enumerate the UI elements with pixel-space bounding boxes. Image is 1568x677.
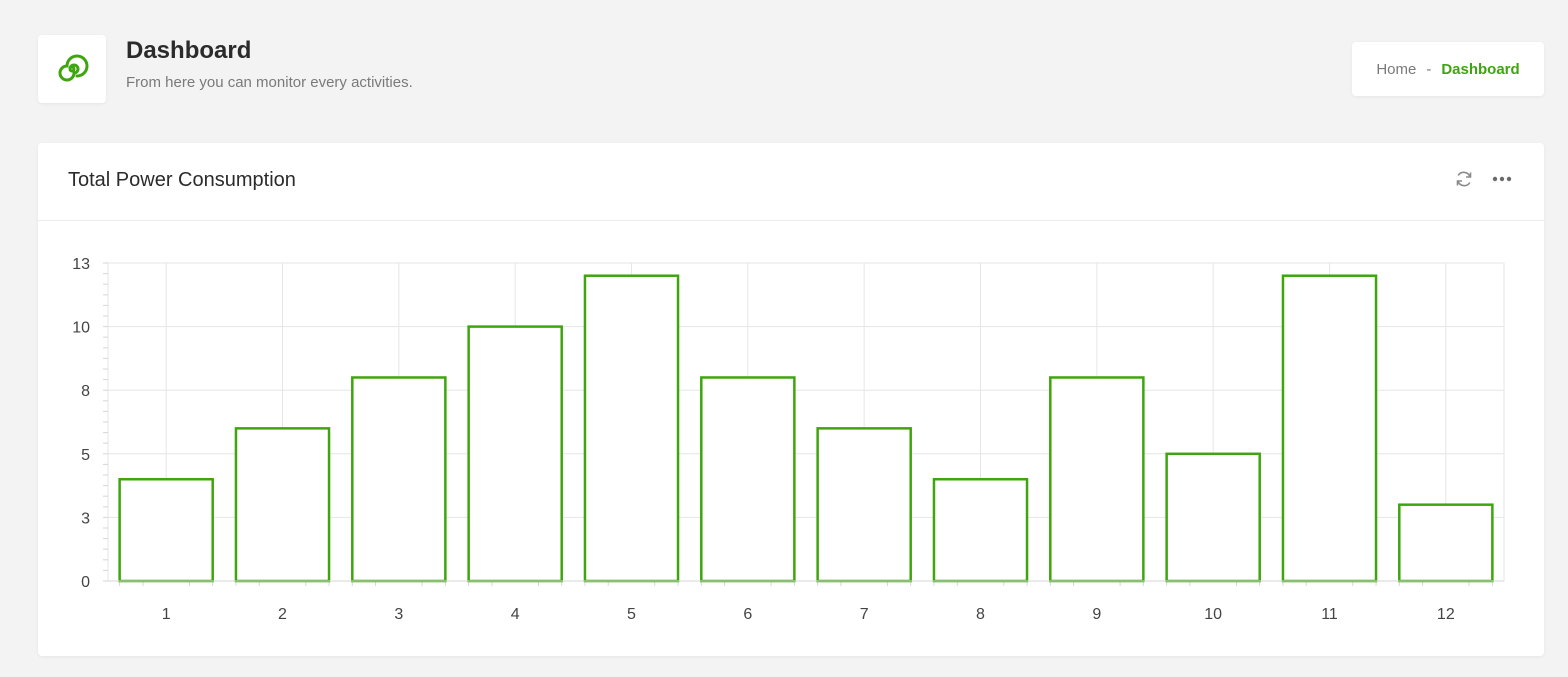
x-tick-label: 8 (976, 606, 985, 623)
bar (1165, 452, 1261, 583)
bar (351, 376, 447, 583)
x-tick-label: 3 (394, 606, 403, 623)
breadcrumb-current: Dashboard (1441, 60, 1520, 78)
x-tick-label: 4 (511, 606, 520, 623)
x-tick-label: 7 (860, 606, 869, 623)
y-tick-label: 0 (81, 574, 90, 591)
bar (118, 477, 214, 583)
breadcrumb-separator: - (1426, 60, 1432, 78)
y-tick-label: 8 (81, 383, 90, 400)
bar (700, 376, 796, 583)
y-tick-label: 13 (72, 256, 90, 273)
x-tick-label: 10 (1204, 606, 1222, 623)
x-tick-label: 1 (162, 606, 171, 623)
x-tick-label: 6 (743, 606, 752, 623)
page-subtitle: From here you can monitor every activiti… (126, 74, 413, 91)
bar (1049, 376, 1145, 583)
bar (583, 274, 680, 583)
x-tick-label: 5 (627, 606, 636, 623)
more-button[interactable] (1490, 167, 1514, 191)
bar (816, 427, 912, 583)
page-title: Dashboard (126, 37, 252, 64)
breadcrumb: Home - Dashboard (1352, 42, 1544, 96)
breadcrumb-home-link[interactable]: Home (1376, 60, 1417, 78)
spiral-logo-icon (58, 54, 89, 82)
card-tools (1452, 167, 1514, 191)
bar (1398, 503, 1494, 583)
card-title: Total Power Consumption (68, 169, 296, 191)
y-tick-label: 5 (81, 447, 90, 464)
refresh-icon (1456, 171, 1472, 187)
more-icon (1492, 176, 1512, 182)
card-header: Total Power Consumption (38, 143, 1544, 221)
logo (38, 35, 106, 103)
refresh-button[interactable] (1452, 167, 1476, 191)
x-tick-label: 11 (1321, 606, 1338, 623)
bar (234, 427, 331, 583)
bar (1281, 274, 1378, 583)
x-tick-label: 2 (278, 606, 287, 623)
power-consumption-card: Total Power Consumption 0 3 5 8 10 13 1 2 3 4 5 6 7 8… (38, 143, 1544, 656)
x-tick-label: 9 (1092, 606, 1101, 623)
bar (467, 325, 563, 583)
y-tick-label: 10 (72, 320, 90, 337)
x-tick-label: 12 (1437, 606, 1455, 623)
y-tick-label: 3 (81, 510, 90, 527)
bar (932, 477, 1029, 583)
